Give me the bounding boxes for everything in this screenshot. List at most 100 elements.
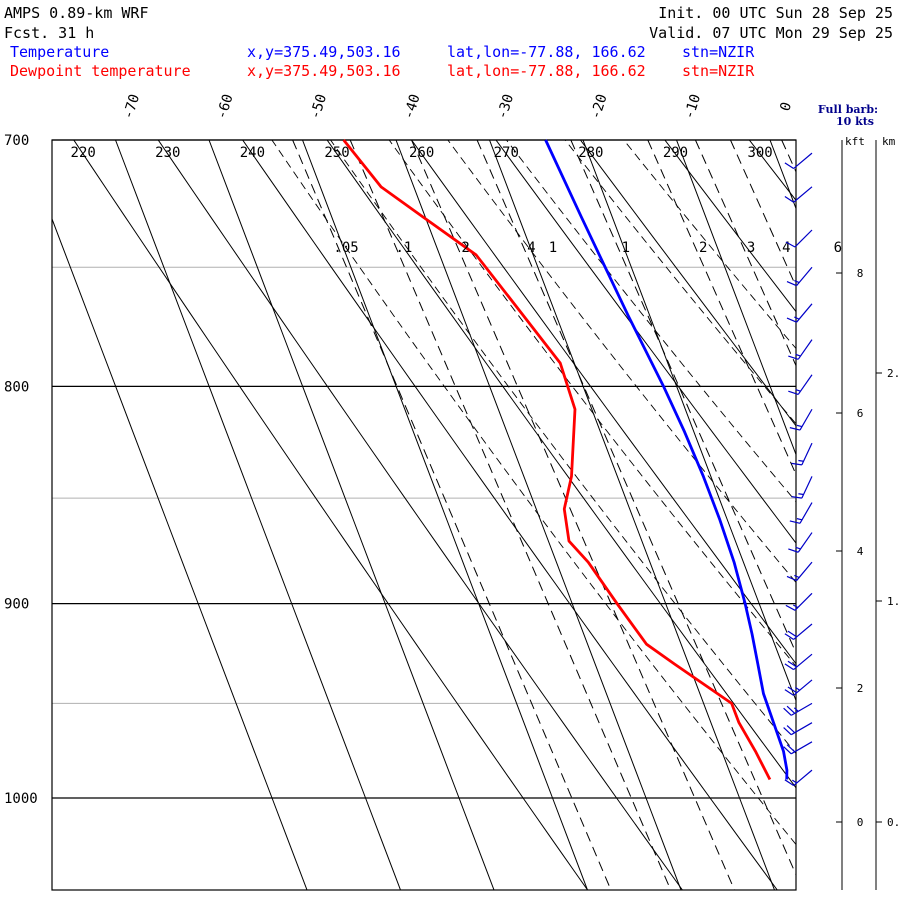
wind-barb	[788, 532, 813, 553]
legend-temperature: Temperature	[10, 43, 109, 61]
wind-barb-half-feather	[795, 686, 801, 691]
wind-barb-feather	[787, 686, 798, 694]
wind-barb-staff	[793, 152, 813, 170]
wind-barbs	[783, 152, 813, 787]
moist-adiabat-line	[271, 140, 796, 846]
dry-adiabat-label: 220	[71, 145, 96, 161]
pressure-tick-label: 900	[4, 597, 29, 613]
mixing-ratio-line	[349, 140, 672, 890]
legend-dewpoint-latlon: lat,lon=-77.88, 166.62	[447, 62, 646, 80]
mixing-ratio-label: .1	[395, 240, 412, 256]
wind-barb-feather	[788, 390, 799, 396]
mixing-ratio-line	[647, 140, 796, 476]
wind-barb-feather	[788, 548, 799, 553]
km-tick-label: 0.	[887, 816, 900, 829]
moist-adiabat-line	[564, 140, 796, 425]
forecast-hour: Fcst. 31 h	[4, 24, 94, 42]
wind-barb	[784, 679, 813, 696]
dry-adiabat-line	[242, 140, 778, 890]
wind-barb	[784, 769, 813, 787]
pressure-tick-label: 1000	[4, 791, 38, 807]
temperature-tick-label: -50	[307, 92, 330, 121]
moist-adiabat-line	[388, 140, 796, 667]
model-title: AMPS 0.89-km WRF	[4, 4, 149, 22]
wind-barb	[784, 653, 813, 671]
wind-barb	[786, 561, 813, 582]
dry-adiabat-line	[157, 140, 684, 890]
mixing-ratio-line	[570, 140, 796, 655]
kft-tick-label: 2	[857, 682, 864, 695]
wind-barb	[789, 408, 813, 431]
chart-series	[342, 139, 789, 781]
wind-barb-feather	[784, 196, 794, 203]
wind-barb-feather	[785, 241, 796, 248]
wind-barb-feather	[786, 575, 797, 582]
dry-adiabat-line	[73, 140, 589, 890]
moist-adiabat-line	[623, 140, 796, 350]
wind-barb	[785, 229, 813, 248]
wind-barb-feather	[783, 707, 792, 716]
wind-barb	[784, 152, 813, 170]
isotherm-line	[395, 140, 682, 890]
wind-barb-staff	[801, 442, 813, 466]
dry-adiabat-label: 290	[663, 145, 688, 161]
legend-temperature-xy: x,y=375.49,503.16	[247, 43, 401, 61]
wind-barb-feather	[786, 280, 797, 287]
barb-note-line2: 10 kts	[836, 115, 874, 128]
height-axis: 0 2 4 6 8 0. 1. 2.	[836, 140, 900, 890]
mixing-ratio-line	[411, 140, 736, 890]
isotherm-line	[843, 87, 900, 900]
legend-temperature-stn: stn=NZIR	[682, 43, 755, 61]
wind-barb-feather	[786, 725, 796, 734]
pressure-tick-label: 800	[4, 379, 29, 395]
dry-adiabat-label: 240	[240, 145, 265, 161]
mixing-ratio-label: 1	[622, 240, 630, 256]
wind-barb	[784, 186, 813, 203]
kft-unit-label: kft	[845, 135, 865, 148]
wind-barb-staff	[796, 561, 813, 581]
wind-barb	[785, 592, 813, 611]
wind-barb-half-feather	[795, 353, 801, 357]
wind-barb-half-feather	[794, 574, 800, 579]
dry-adiabat-label: 230	[155, 145, 180, 161]
wind-barb	[791, 442, 813, 466]
wind-barb	[783, 702, 813, 716]
isotherm-line	[675, 140, 796, 456]
kft-tick-label: 6	[857, 407, 864, 420]
mixing-ratio-line	[476, 140, 796, 876]
barb-note-line1: Full barb:	[818, 103, 878, 116]
wind-barb-half-feather	[793, 707, 799, 712]
wind-barb-staff	[797, 339, 813, 360]
mixing-ratio-label: 4	[782, 240, 790, 256]
wind-barb-half-feather	[791, 779, 798, 784]
plot-frame	[51, 139, 797, 891]
wind-barb	[783, 722, 813, 736]
dry-adiabat-label: 280	[578, 145, 603, 161]
wind-barb	[783, 741, 813, 755]
wind-barb-half-feather	[795, 388, 801, 392]
dry-adiabat-label: 250	[324, 145, 349, 161]
mixing-ratio-label: 2	[699, 240, 707, 256]
wind-barb-half-feather	[794, 279, 800, 284]
mixing-ratio-label: 4	[527, 240, 535, 256]
dry-adiabat-line	[749, 31, 900, 900]
wind-barb-half-feather	[796, 424, 803, 428]
isotherm-line	[582, 140, 796, 702]
wind-barb-half-feather	[795, 546, 801, 550]
mixing-ratio-line	[292, 140, 612, 890]
temperature-tick-label: -30	[494, 92, 517, 121]
km-tick-label: 2.	[887, 367, 900, 380]
wind-barb-staff	[797, 532, 813, 553]
isotherm-line	[769, 140, 796, 210]
init-time: Init. 00 UTC Sun 28 Sep 25	[658, 4, 893, 22]
temperature-tick-label: -60	[214, 92, 237, 121]
wind-barb	[791, 476, 813, 499]
legend-dewpoint-xy: x,y=375.49,503.16	[247, 62, 401, 80]
series-line-dewpoint-temperature	[342, 139, 772, 781]
legend-dewpoint: Dewpoint temperature	[10, 62, 191, 80]
km-tick-label: 1.	[887, 595, 900, 608]
dry-adiabat-label: 270	[494, 145, 519, 161]
wind-barb	[784, 623, 813, 640]
